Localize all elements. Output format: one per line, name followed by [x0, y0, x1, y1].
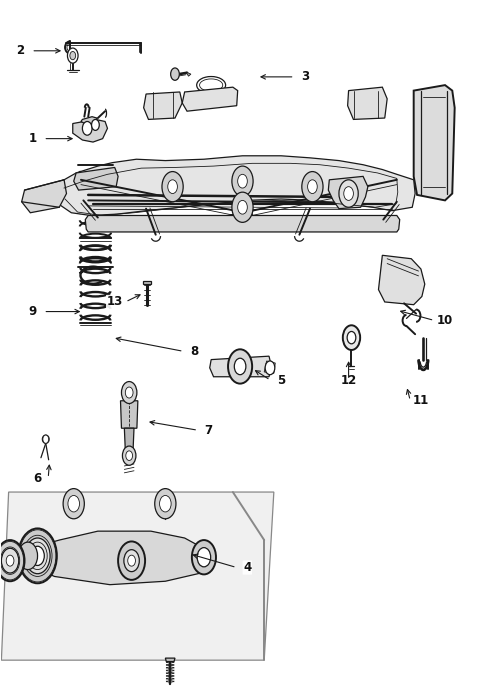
Circle shape [231, 166, 253, 196]
Text: 1: 1 [29, 132, 37, 145]
Circle shape [192, 540, 215, 575]
Polygon shape [165, 658, 175, 661]
Text: 7: 7 [204, 424, 212, 437]
Circle shape [125, 451, 132, 460]
Text: 11: 11 [412, 394, 428, 407]
Circle shape [18, 542, 37, 570]
Circle shape [82, 121, 92, 135]
Polygon shape [74, 167, 118, 190]
Polygon shape [328, 176, 367, 209]
Circle shape [265, 361, 274, 375]
Polygon shape [378, 256, 424, 305]
Polygon shape [120, 401, 137, 429]
Polygon shape [264, 361, 275, 373]
Circle shape [170, 68, 179, 81]
Text: 9: 9 [29, 305, 37, 318]
Polygon shape [413, 85, 454, 200]
Circle shape [167, 180, 177, 194]
Text: 5: 5 [276, 373, 285, 387]
Text: 12: 12 [340, 373, 356, 387]
Text: 10: 10 [436, 314, 452, 327]
Circle shape [347, 331, 355, 344]
Circle shape [154, 489, 176, 519]
Circle shape [237, 174, 247, 188]
Polygon shape [21, 531, 213, 585]
Polygon shape [1, 492, 273, 660]
Polygon shape [347, 88, 386, 119]
Polygon shape [22, 180, 66, 213]
Circle shape [68, 495, 79, 512]
Text: 3: 3 [301, 70, 309, 83]
Circle shape [122, 446, 136, 465]
Circle shape [125, 387, 133, 398]
Polygon shape [143, 92, 182, 119]
Polygon shape [182, 88, 237, 111]
Circle shape [301, 172, 322, 202]
Text: 4: 4 [242, 561, 251, 574]
Circle shape [6, 555, 14, 566]
Circle shape [342, 325, 360, 350]
Text: 2: 2 [16, 44, 25, 57]
Circle shape [343, 187, 353, 200]
Polygon shape [81, 116, 97, 125]
Polygon shape [186, 72, 191, 76]
Circle shape [162, 172, 183, 202]
Circle shape [0, 540, 25, 582]
Circle shape [197, 548, 210, 567]
Circle shape [63, 489, 84, 519]
Circle shape [43, 435, 48, 443]
Text: 13: 13 [106, 296, 122, 309]
Circle shape [121, 382, 136, 404]
Circle shape [67, 48, 78, 63]
Polygon shape [47, 156, 414, 216]
Circle shape [31, 546, 44, 566]
Circle shape [91, 119, 99, 130]
Circle shape [127, 555, 135, 566]
Polygon shape [73, 119, 107, 142]
Circle shape [159, 495, 171, 512]
Circle shape [123, 550, 139, 572]
Circle shape [1, 548, 19, 573]
Circle shape [25, 538, 50, 574]
Circle shape [237, 200, 247, 214]
Circle shape [70, 52, 76, 60]
Circle shape [118, 542, 145, 580]
Circle shape [227, 349, 252, 384]
Circle shape [338, 180, 358, 207]
Text: 8: 8 [190, 345, 198, 358]
Text: 6: 6 [33, 472, 42, 485]
Polygon shape [85, 216, 399, 232]
Circle shape [307, 180, 317, 194]
Polygon shape [209, 356, 271, 377]
Circle shape [231, 192, 253, 223]
Circle shape [18, 528, 57, 584]
Polygon shape [124, 429, 134, 451]
Polygon shape [143, 281, 151, 284]
Circle shape [234, 358, 245, 375]
